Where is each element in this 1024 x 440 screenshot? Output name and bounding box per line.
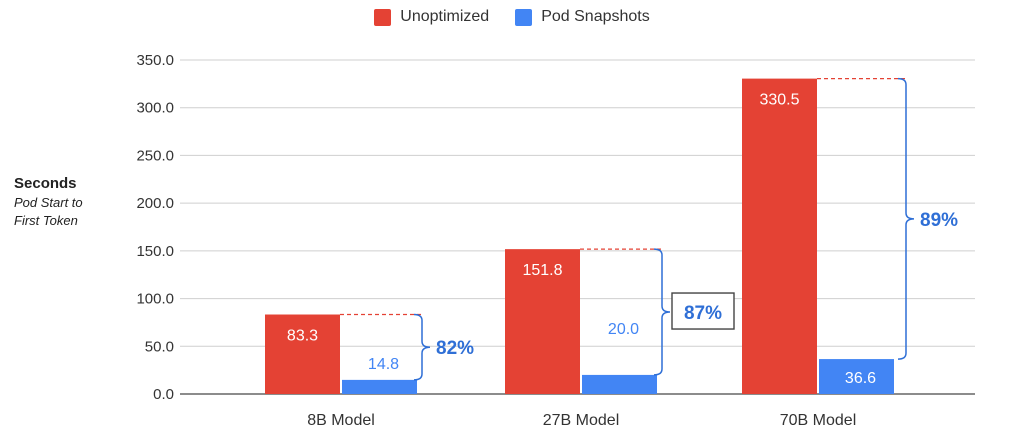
bar-snapshots-27b (582, 374, 657, 394)
reduction-bracket-27b (653, 248, 671, 376)
bar-unoptimized-70b (742, 78, 817, 394)
y-tick-label: 150.0 (136, 243, 174, 260)
data-label-unoptimized-70b: 330.5 (759, 92, 799, 109)
y-tick-label: 50.0 (145, 338, 174, 355)
y-tick-label: 300.0 (136, 100, 174, 117)
bar-unoptimized-8b (265, 314, 340, 394)
y-tick-label: 250.0 (136, 147, 174, 164)
y-tick-label: 200.0 (136, 195, 174, 212)
legend-item-pod-snapshots: Pod Snapshots (515, 8, 650, 26)
legend-swatch-pod-snapshots (515, 8, 533, 26)
data-label-snapshots-70b: 36.6 (845, 370, 876, 387)
bar-snapshots-8b (342, 379, 417, 394)
y-tick-label: 100.0 (136, 291, 174, 308)
y-axis-title-sub-line2: First Token (14, 213, 78, 228)
x-tick-label-8b: 8B Model (307, 412, 375, 429)
y-tick-label: 0.0 (153, 386, 174, 403)
reduction-highlight-box (671, 292, 735, 330)
legend-label-pod-snapshots: Pod Snapshots (541, 8, 650, 25)
reduction-label-27b: 87% (684, 303, 722, 324)
legend-swatch-unoptimized (374, 8, 392, 26)
y-axis-title-sub-line1: Pod Start to (14, 195, 83, 210)
legend-label-unoptimized: Unoptimized (400, 8, 490, 25)
bar-snapshots-70b (819, 359, 894, 394)
reduction-bracket-70b (897, 77, 915, 360)
data-label-unoptimized-27b: 151.8 (522, 262, 562, 279)
x-tick-label-27b: 27B Model (543, 412, 620, 429)
data-label-snapshots-8b: 14.8 (368, 356, 399, 373)
y-tick-label: 350.0 (136, 52, 174, 69)
reduction-label-70b: 89% (920, 210, 958, 231)
reduction-bracket-8b (413, 313, 431, 381)
y-axis-title: Seconds Pod Start to First Token (14, 175, 124, 230)
legend-item-unoptimized: Unoptimized (374, 8, 489, 26)
data-label-snapshots-27b: 20.0 (608, 321, 639, 338)
data-label-unoptimized-8b: 83.3 (287, 328, 318, 345)
y-axis-title-main: Seconds (14, 175, 77, 192)
bar-unoptimized-27b (505, 249, 580, 394)
legend: Unoptimized Pod Snapshots (0, 8, 1024, 26)
reduction-label-8b: 82% (436, 338, 474, 359)
x-tick-label-70b: 70B Model (780, 412, 857, 429)
